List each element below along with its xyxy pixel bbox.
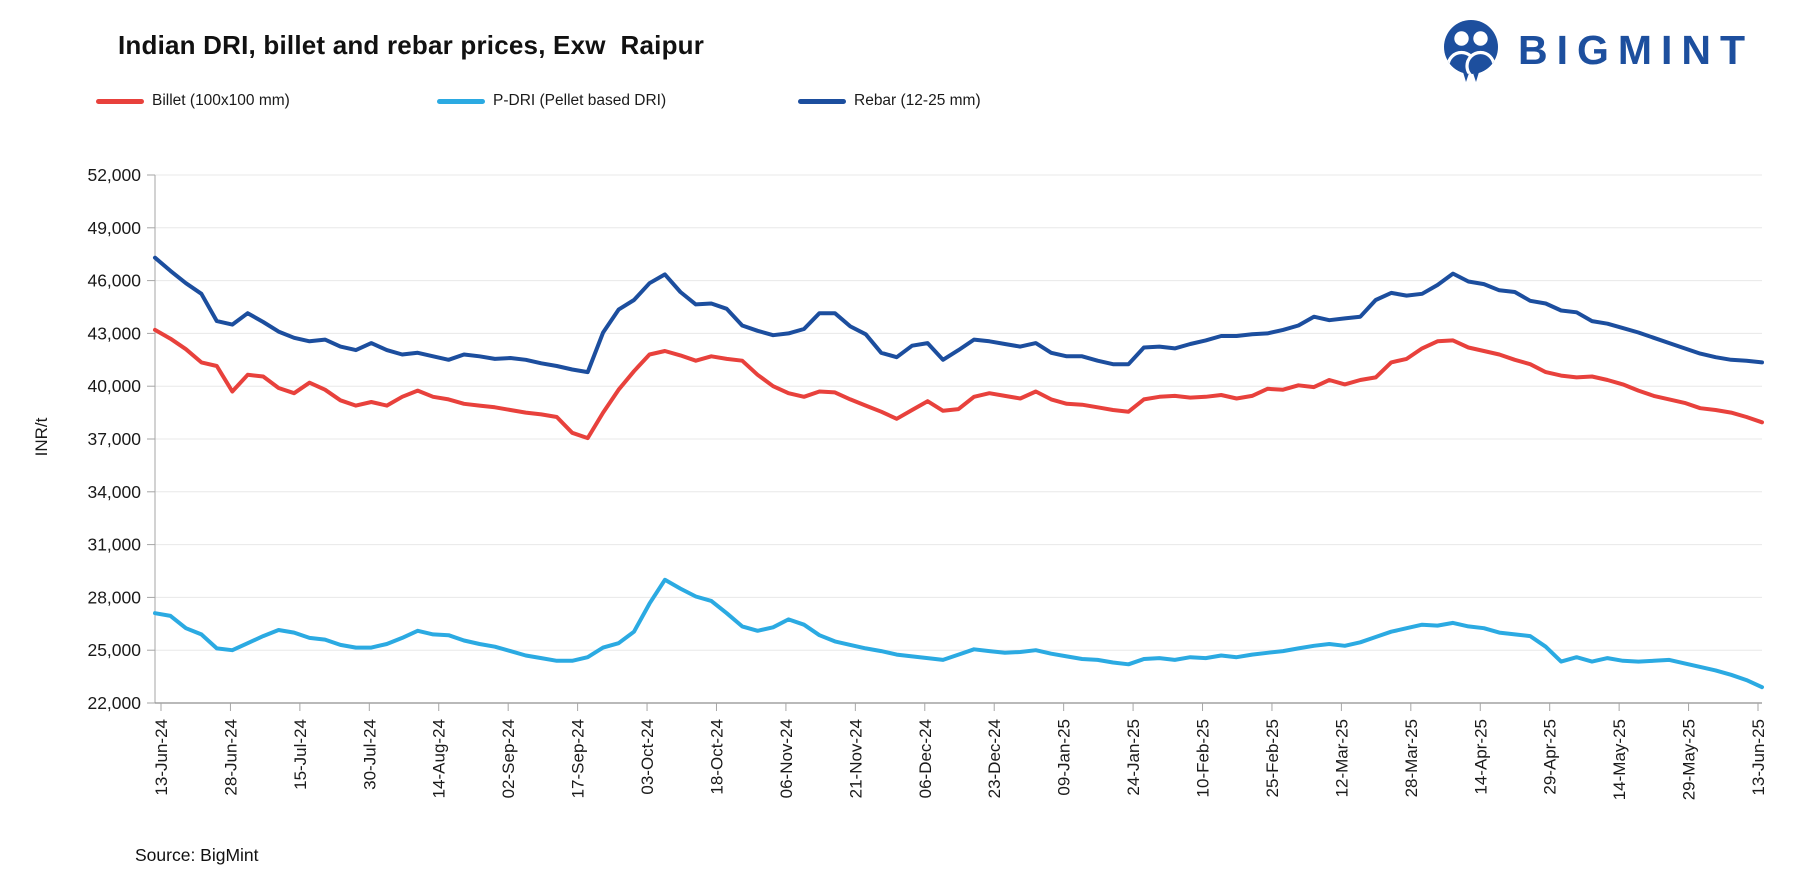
source-note: Source: BigMint <box>135 845 259 865</box>
x-tick-label: 13-Jun-24 <box>152 719 171 796</box>
series-line-billet <box>153 327 1764 441</box>
x-tick-label: 12-Mar-25 <box>1332 719 1351 797</box>
x-tick-label: 18-Oct-24 <box>707 719 726 795</box>
x-tick-label: 03-Oct-24 <box>638 719 657 795</box>
series-line-rebar <box>153 255 1764 375</box>
legend-item-billet: Billet (100x100 mm) <box>96 90 290 112</box>
y-tick-label: 25,000 <box>87 640 141 660</box>
bigmint-logo-text: BIGMINT <box>1518 26 1755 73</box>
series-line-p-dri <box>153 577 1764 690</box>
bigmint-logo: BIGMINT <box>1440 18 1754 82</box>
y-tick-label: 46,000 <box>87 271 141 291</box>
y-tick-label: 49,000 <box>87 218 141 238</box>
y-tick-label: 31,000 <box>87 535 141 555</box>
legend-swatch-billet <box>96 98 144 104</box>
legend-label-rebar: Rebar (12-25 mm) <box>854 92 981 109</box>
bigmint-logo-icon <box>1444 20 1498 82</box>
x-tick-label: 29-Apr-25 <box>1541 719 1560 795</box>
x-tick-label: 28-Jun-24 <box>221 719 240 796</box>
y-tick-label: 28,000 <box>87 587 141 607</box>
y-tick-label: 43,000 <box>87 323 141 343</box>
x-tick-label: 06-Nov-24 <box>777 719 796 798</box>
x-tick-label: 28-Mar-25 <box>1402 719 1421 797</box>
x-tick-label: 14-Aug-24 <box>430 719 449 798</box>
y-tick-label: 52,000 <box>87 165 141 185</box>
x-tick-label: 14-May-25 <box>1610 719 1629 800</box>
legend-swatch-pdri <box>437 98 485 104</box>
x-tick-label: 24-Jan-25 <box>1124 719 1143 796</box>
x-tick-label: 15-Jul-24 <box>291 719 310 790</box>
y-tick-label: 40,000 <box>87 376 141 396</box>
x-tick-label: 17-Sep-24 <box>569 719 588 798</box>
legend-swatch-rebar <box>798 98 846 104</box>
y-tick-label: 22,000 <box>87 693 141 713</box>
x-tick-label: 21-Nov-24 <box>846 719 865 798</box>
page-title: Indian DRI, billet and rebar prices, Exw… <box>118 30 705 60</box>
x-tick-label: 29-May-25 <box>1680 719 1699 800</box>
x-tick-label: 09-Jan-25 <box>1055 719 1074 796</box>
legend-item-pdri: P-DRI (Pellet based DRI) <box>437 90 666 112</box>
legend-item-rebar: Rebar (12-25 mm) <box>798 90 981 112</box>
x-tick-label: 30-Jul-24 <box>360 719 379 790</box>
y-tick-label: 37,000 <box>87 429 141 449</box>
x-tick-label: 25-Feb-25 <box>1263 719 1282 797</box>
x-tick-label: 13-Jun-25 <box>1749 719 1768 796</box>
x-tick-label: 14-Apr-25 <box>1471 719 1490 795</box>
y-tick-label: 34,000 <box>87 482 141 502</box>
x-tick-label: 06-Dec-24 <box>916 719 935 798</box>
legend-label-pdri: P-DRI (Pellet based DRI) <box>493 92 667 109</box>
x-tick-label: 23-Dec-24 <box>985 719 1004 798</box>
x-tick-label: 10-Feb-25 <box>1194 719 1213 797</box>
legend-label-billet: Billet (100x100 mm) <box>152 92 290 109</box>
x-tick-label: 02-Sep-24 <box>499 719 518 798</box>
